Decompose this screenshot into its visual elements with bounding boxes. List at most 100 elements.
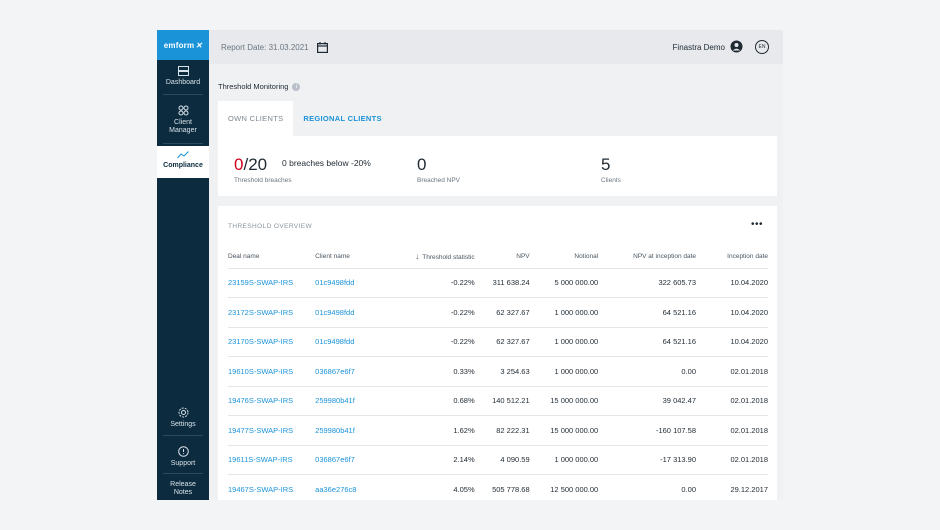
deal-name-link[interactable]: 23159S-SWAP-IRS <box>228 267 316 298</box>
inception-date-cell: 10.04.2020 <box>696 326 768 357</box>
inception-date-cell: 10.04.2020 <box>696 297 768 327</box>
app-logo[interactable]: emform ✕ <box>157 30 209 60</box>
help-icon <box>177 446 189 457</box>
sort-down-icon: ↓ <box>415 252 420 262</box>
breached-npv-value: 0 <box>417 155 427 174</box>
inception-date-cell: 10.04.2020 <box>696 267 768 298</box>
col-notional[interactable]: Notional <box>574 253 599 261</box>
table-row[interactable]: 23159S-SWAP-IRS 01c9498fdd -0.22% 311 638.2… <box>228 267 768 298</box>
language-selector[interactable]: EN <box>755 40 769 54</box>
calendar-icon[interactable] <box>316 41 328 53</box>
npv-inception-cell: 0.00 <box>598 474 697 500</box>
dashboard-icon <box>177 66 189 76</box>
sidebar-item-dashboard[interactable]: Dashboard <box>157 66 209 87</box>
notional-cell: 5 000 000.00 <box>529 267 599 298</box>
sidebar-item-support[interactable]: Support <box>157 446 209 468</box>
deal-name-link[interactable]: 19477S-SWAP-IRS <box>228 415 316 445</box>
col-deal-name[interactable]: Deal name <box>228 253 260 261</box>
inception-date-cell: 02.01.2018 <box>696 385 768 416</box>
table-row[interactable]: 23172S-SWAP-IRS 01c9498fdd -0.22% 62 327.67… <box>228 297 768 327</box>
npv-cell: 62 327.67 <box>474 297 530 327</box>
client-name-link[interactable]: 01c9498fdd <box>315 326 385 357</box>
col-npv-inception[interactable]: NPV at inception date <box>633 253 697 261</box>
app-window: emform ✕ Dashboard Client Manager Complia… <box>157 30 783 500</box>
client-name-link[interactable]: 259980b41f <box>315 385 385 416</box>
deal-name-link[interactable]: 19611S-SWAP-IRS <box>228 444 316 475</box>
npv-inception-cell: 64 521.16 <box>598 297 697 327</box>
threshold-table: Deal name Client name ↓ Threshold statist… <box>228 246 768 500</box>
client-name-link[interactable]: 01c9498fdd <box>315 297 385 327</box>
client-manager-icon <box>178 105 188 116</box>
user-name[interactable]: Finastra Demo <box>672 42 725 52</box>
table-row[interactable]: 19467S-SWAP-IRS aa36e276c8 4.05% 505 778.68… <box>228 474 768 500</box>
deal-name-link[interactable]: 19610S-SWAP-IRS <box>228 356 316 386</box>
sidebar: emform ✕ Dashboard Client Manager Complia… <box>157 30 209 500</box>
client-name-link[interactable]: 036867e6f7 <box>315 444 385 475</box>
client-name-link[interactable]: 259980b41f <box>315 415 385 445</box>
npv-cell: 82 222.31 <box>474 415 530 445</box>
breached-npv-caption: Breached NPV <box>417 177 460 184</box>
npv-cell: 505 778.68 <box>474 474 530 500</box>
col-client-name[interactable]: Client name <box>315 253 350 261</box>
threshold-statistic-cell: 1.62% <box>384 415 475 445</box>
client-name-link[interactable]: aa36e276c8 <box>315 474 385 500</box>
user-icon[interactable] <box>730 40 743 53</box>
notional-cell: 1 000 000.00 <box>529 326 599 357</box>
col-threshold-statistic[interactable]: ↓ Threshold statistic <box>415 252 475 262</box>
tab-own-clients[interactable]: OWN CLIENTS <box>218 101 294 136</box>
threshold-statistic-cell: 0.33% <box>384 356 475 386</box>
table-row[interactable]: 19477S-SWAP-IRS 259980b41f 1.62% 82 222.31 1… <box>228 415 768 445</box>
deal-name-link[interactable]: 19476S-SWAP-IRS <box>228 385 316 416</box>
notional-cell: 15 000 000.00 <box>529 385 599 416</box>
tab-regional-clients[interactable]: REGIONAL CLIENTS <box>303 114 382 123</box>
client-name-link[interactable]: 036867e6f7 <box>315 356 385 386</box>
threshold-statistic-cell: 0.68% <box>384 385 475 416</box>
compliance-icon <box>177 151 189 159</box>
deal-name-link[interactable]: 23170S-SWAP-IRS <box>228 326 316 357</box>
npv-inception-cell: 39 042.47 <box>598 385 697 416</box>
col-inception-date[interactable]: Inception date <box>727 253 768 261</box>
report-date: Report Date: 31.03.2021 <box>221 42 309 52</box>
main-content: Threshold Monitoring i OWN CLIENTS REGIO… <box>209 64 783 500</box>
col-npv[interactable]: NPV <box>516 253 530 261</box>
threshold-statistic-cell: 4.05% <box>384 474 475 500</box>
table-row[interactable]: 19610S-SWAP-IRS 036867e6f7 0.33% 3 254.63 1 … <box>228 356 768 386</box>
threshold-statistic-cell: -0.22% <box>384 267 475 298</box>
notional-cell: 15 000 000.00 <box>529 415 599 445</box>
breaches-caption: Threshold breaches <box>234 177 292 184</box>
npv-cell: 311 638.24 <box>474 267 530 298</box>
breaches-total: /20 <box>243 155 268 174</box>
inception-date-cell: 29.12.2017 <box>696 474 768 500</box>
more-options-icon[interactable]: ••• <box>750 219 763 230</box>
sidebar-item-settings[interactable]: Settings <box>157 407 209 429</box>
client-name-link[interactable]: 01c9498fdd <box>315 267 385 298</box>
deal-name-link[interactable]: 19467S-SWAP-IRS <box>228 474 316 500</box>
threshold-statistic-cell: -0.22% <box>384 297 475 327</box>
sidebar-item-compliance[interactable]: Compliance <box>157 146 209 178</box>
table-header-row: Deal name Client name ↓ Threshold statist… <box>228 246 768 268</box>
table-row[interactable]: 19611S-SWAP-IRS 036867e6f7 2.14% 4 090.59 1 … <box>228 444 768 475</box>
gear-icon <box>178 407 188 418</box>
table-row[interactable]: 19476S-SWAP-IRS 259980b41f 0.68% 140 512.21… <box>228 385 768 416</box>
npv-cell: 140 512.21 <box>474 385 530 416</box>
overview-title: THRESHOLD OVERVIEW <box>228 223 313 230</box>
notional-cell: 1 000 000.00 <box>529 297 599 327</box>
notional-cell: 12 500 000.00 <box>529 474 599 500</box>
deal-name-link[interactable]: 23172S-SWAP-IRS <box>228 297 316 327</box>
sidebar-item-release-notes[interactable]: Release Notes <box>170 481 196 496</box>
breaches-below-text: 0 breaches below -20% <box>282 158 371 168</box>
page-title: Threshold Monitoring i <box>218 82 301 91</box>
top-bar: Report Date: 31.03.2021 Finastra Demo EN <box>209 30 783 64</box>
npv-inception-cell: -160 107.58 <box>598 415 697 445</box>
npv-inception-cell: 64 521.16 <box>598 326 697 357</box>
npv-cell: 3 254.63 <box>474 356 530 386</box>
threshold-statistic-cell: -0.22% <box>384 326 475 357</box>
client-tabs: OWN CLIENTS REGIONAL CLIENTS <box>218 101 392 136</box>
table-body: 23159S-SWAP-IRS 01c9498fdd -0.22% 311 638.2… <box>228 267 768 500</box>
sidebar-item-client-manager[interactable]: Client Manager <box>157 105 209 135</box>
summary-card: 0/20 Threshold breaches 0 breaches below… <box>218 136 777 196</box>
info-icon[interactable]: i <box>292 82 301 91</box>
threshold-statistic-cell: 2.14% <box>384 444 475 475</box>
table-row[interactable]: 23170S-SWAP-IRS 01c9498fdd -0.22% 62 327.67… <box>228 326 768 357</box>
inception-date-cell: 02.01.2018 <box>696 415 768 445</box>
